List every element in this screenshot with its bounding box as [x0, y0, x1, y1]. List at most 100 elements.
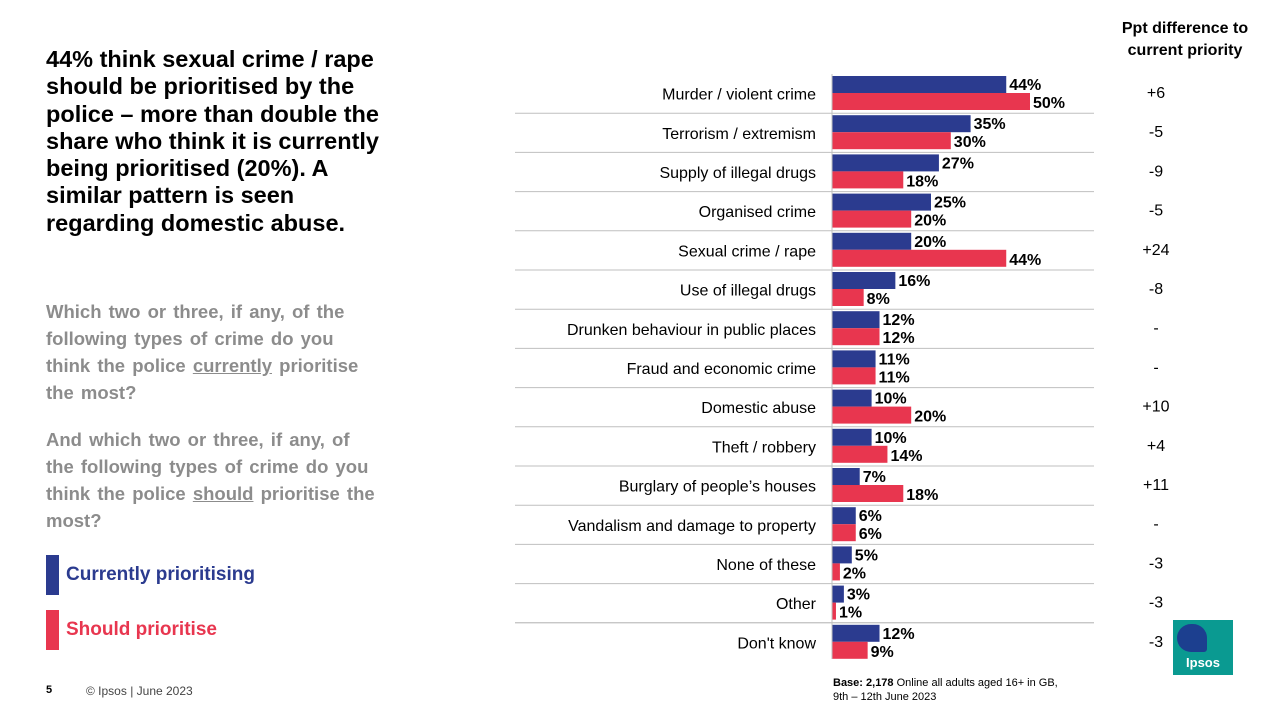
- value-label-current: 11%: [879, 351, 910, 368]
- value-label-current: 12%: [883, 312, 915, 329]
- ppt-header-line2: current priority: [1127, 42, 1243, 59]
- ppt-difference-value: -8: [1149, 281, 1163, 298]
- bar-current: [832, 193, 931, 211]
- ppt-difference-value: -5: [1149, 203, 1163, 220]
- bar-current: [832, 350, 876, 368]
- question-current-emphasis: currently: [192, 355, 272, 376]
- bar-should: [832, 485, 904, 502]
- legend-label-current: Currently prioritising: [66, 564, 255, 585]
- value-label-should: 9%: [871, 644, 894, 661]
- bar-current: [832, 468, 860, 485]
- bar-should: [832, 524, 856, 542]
- bar-should: [832, 93, 1030, 110]
- ppt-difference-value: +6: [1147, 85, 1165, 102]
- ppt-header-line1: Ppt difference to: [1121, 20, 1249, 37]
- question-should-end: prioritise the most?: [46, 483, 375, 531]
- bar-should: [832, 132, 951, 150]
- page-number: 5: [46, 684, 53, 696]
- logo-text: Ipsos: [1186, 655, 1220, 670]
- base-size: Base: 2,178: [833, 677, 894, 689]
- value-label-should: 1%: [839, 605, 862, 622]
- bar-should: [832, 367, 876, 385]
- value-label-should: 6%: [859, 526, 882, 543]
- ppt-difference-value: -3: [1149, 634, 1163, 651]
- value-label-current: 7%: [863, 469, 886, 486]
- category-label: Terrorism / extremism: [662, 126, 816, 143]
- bar-should: [832, 563, 840, 581]
- category-label: Vandalism and damage to property: [568, 518, 816, 535]
- category-label: Supply of illegal drugs: [659, 165, 816, 182]
- value-label-should: 2%: [843, 565, 866, 582]
- value-label-should: 30%: [954, 134, 986, 151]
- value-label-current: 20%: [914, 234, 946, 251]
- value-label-current: 44%: [1009, 77, 1041, 94]
- ipsos-logo: Ipsos: [1173, 620, 1233, 675]
- value-label-should: 20%: [914, 409, 946, 426]
- bar-current: [832, 507, 856, 525]
- bar-should: [832, 406, 912, 424]
- ppt-difference-value: -3: [1149, 555, 1163, 572]
- category-label: Theft / robbery: [712, 439, 816, 456]
- ppt-difference-value: -5: [1149, 124, 1163, 141]
- value-label-should: 18%: [906, 487, 938, 504]
- legend-label-should: Should prioritise: [66, 619, 217, 640]
- ppt-difference-value: +11: [1143, 477, 1169, 494]
- question-current-text: Which two or three, if any, of the follo…: [46, 301, 345, 376]
- bar-current: [832, 272, 896, 289]
- value-label-current: 10%: [875, 391, 907, 408]
- question-should-emphasis: should: [192, 483, 254, 504]
- ppt-difference-value: -: [1153, 359, 1158, 376]
- value-label-current: 35%: [974, 116, 1006, 133]
- category-label: None of these: [716, 557, 816, 574]
- category-label: Domestic abuse: [701, 400, 816, 417]
- ppt-difference-value: +4: [1147, 438, 1165, 455]
- bar-current: [832, 115, 971, 133]
- question-current-end: prioritise the most?: [46, 355, 359, 403]
- value-label-should: 11%: [879, 369, 910, 386]
- bar-should: [832, 328, 880, 346]
- headline: 44% think sexual crime / rape should be …: [46, 46, 379, 236]
- bar-should: [832, 210, 912, 228]
- value-label-should: 8%: [867, 291, 890, 308]
- value-label-current: 27%: [942, 155, 974, 172]
- bar-should: [832, 641, 868, 659]
- category-label: Organised crime: [699, 204, 816, 221]
- category-label: Other: [776, 596, 817, 613]
- value-label-should: 44%: [1009, 252, 1041, 269]
- value-label-current: 3%: [847, 587, 870, 604]
- legend-swatch-should: [46, 610, 59, 650]
- base-note: Base: 2,178 Online all adults aged 16+ i…: [833, 676, 1058, 704]
- bar-should: [832, 249, 1007, 267]
- question-should: And which two or three, if any, of the f…: [46, 426, 376, 534]
- value-label-should: 50%: [1033, 95, 1065, 112]
- bar-current: [832, 76, 1007, 93]
- value-label-current: 6%: [859, 508, 882, 525]
- value-label-should: 14%: [890, 448, 922, 465]
- legend-should: Should prioritise: [46, 610, 306, 650]
- category-label: Sexual crime / rape: [678, 243, 816, 260]
- value-label-current: 10%: [875, 430, 907, 447]
- category-label: Drunken behaviour in public places: [567, 322, 816, 339]
- bar-should: [832, 289, 864, 306]
- category-label: Don't know: [737, 635, 816, 652]
- value-label-current: 5%: [855, 547, 878, 564]
- category-label: Burglary of people’s houses: [619, 479, 816, 496]
- value-label-current: 12%: [883, 626, 915, 643]
- ppt-difference-value: -: [1153, 516, 1158, 533]
- ppt-difference-value: -3: [1149, 595, 1163, 612]
- value-label-should: 12%: [883, 330, 915, 347]
- ppt-difference-value: +24: [1142, 242, 1169, 259]
- fieldwork-dates: 9th – 12th June 2023: [833, 691, 937, 703]
- bar-current: [832, 585, 844, 603]
- bar-current: [832, 311, 880, 329]
- question-should-text: And which two or three, if any, of the f…: [46, 429, 369, 504]
- bar-current: [832, 232, 912, 250]
- category-label: Fraud and economic crime: [627, 361, 817, 378]
- bar-current: [832, 154, 939, 172]
- copyright: © Ipsos | June 2023: [86, 684, 193, 698]
- bar-current: [832, 428, 872, 446]
- bar-should: [832, 602, 836, 620]
- legend-swatch-current: [46, 555, 59, 595]
- bar-current: [832, 546, 852, 564]
